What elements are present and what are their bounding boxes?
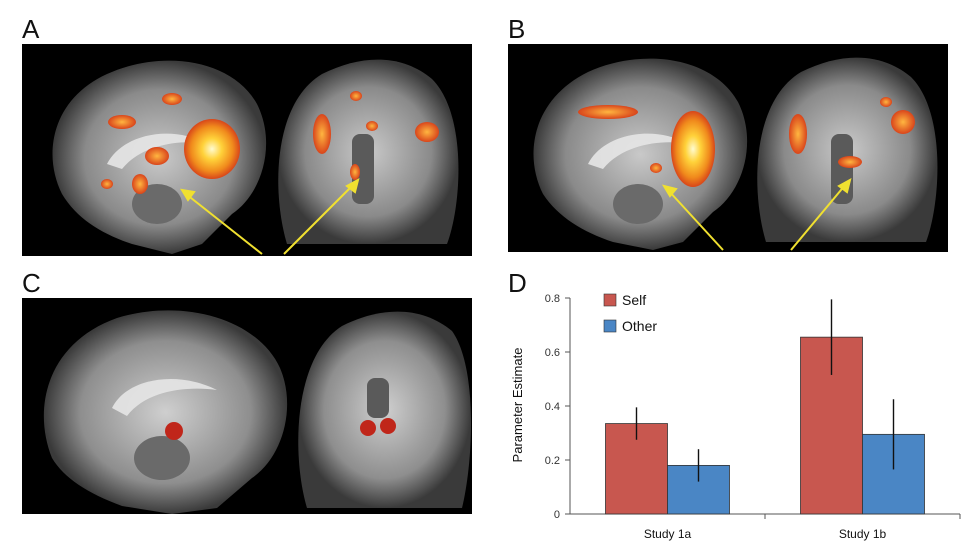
- y-tick-label: 0.8: [545, 293, 560, 305]
- y-tick-label: 0.4: [545, 401, 560, 413]
- sagittal-brain-slice: [43, 310, 288, 514]
- y-axis-label: Parameter Estimate: [510, 348, 525, 463]
- panel-c-brain-images: [22, 298, 472, 514]
- coronal-brain-slice: [298, 311, 472, 508]
- coronal-brain-slice: [278, 59, 459, 244]
- panel-label-a: A: [22, 14, 40, 44]
- legend-swatch-self: [603, 293, 617, 307]
- sagittal-brain-slice: [533, 58, 748, 250]
- panel-a-brain-images: [22, 44, 472, 256]
- legend-label-other: Other: [622, 318, 657, 334]
- pointer-arrows: [661, 178, 852, 251]
- y-tick-label: 0.6: [545, 347, 560, 359]
- legend-label-self: Self: [622, 292, 646, 308]
- panel-label-c: C: [22, 268, 41, 298]
- y-tick-label: 0: [554, 509, 560, 521]
- activation-blobs-sagittal: [578, 105, 715, 187]
- legend-swatch-other: [603, 319, 617, 333]
- panel-label-d: D: [508, 268, 527, 298]
- x-tick-label: Study 1b: [839, 527, 887, 541]
- panel-label-b: B: [508, 14, 526, 44]
- x-tick-label: Study 1a: [644, 527, 692, 541]
- panel-b-brain-images: [508, 44, 948, 252]
- panel-d-bar-chart: Parameter Estimate 0 0.2 0.4 0.6 0.8 Study 1a…: [500, 280, 970, 550]
- activation-blobs-sagittal: [101, 93, 240, 194]
- activation-blobs-coronal: [789, 97, 915, 168]
- activation-blobs-coronal: [313, 91, 439, 180]
- coronal-brain-slice: [757, 57, 938, 242]
- y-tick-label: 0.2: [545, 455, 560, 467]
- pointer-arrows: [180, 178, 360, 255]
